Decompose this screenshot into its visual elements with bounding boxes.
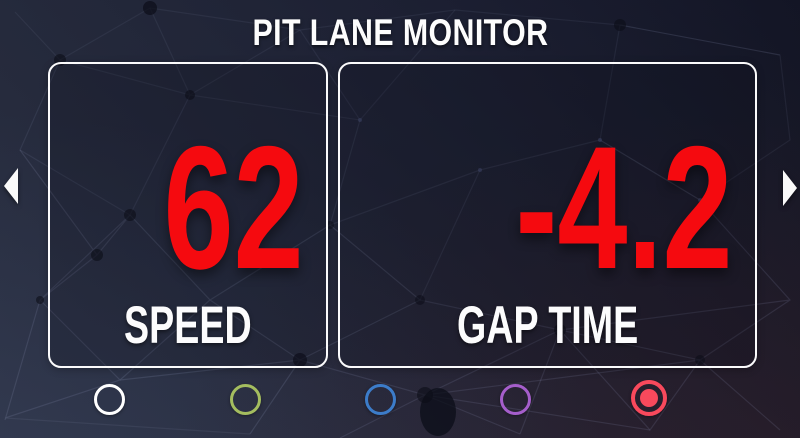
gap-time-label: GAP TIME xyxy=(456,296,639,355)
page-title: PIT LANE MONITOR xyxy=(252,12,548,53)
speed-value: 62 xyxy=(163,111,304,306)
page-dot-1[interactable] xyxy=(91,381,127,417)
page-dot-3-ring-icon xyxy=(364,383,396,415)
page-dot-2[interactable] xyxy=(227,381,263,417)
page-dot-5[interactable] xyxy=(631,380,667,416)
page-dot-4[interactable] xyxy=(497,381,533,417)
chevron-right-icon xyxy=(783,170,797,206)
next-page-button[interactable] xyxy=(783,170,800,210)
prev-page-button[interactable] xyxy=(4,168,24,208)
gap-time-value: -4.2 xyxy=(515,111,733,306)
chevron-left-icon xyxy=(4,168,18,204)
page-dot-2-ring-icon xyxy=(229,383,261,415)
speed-panel: 62 SPEED xyxy=(48,62,328,368)
gap-time-panel: -4.2 GAP TIME xyxy=(338,62,757,368)
page-dot-3[interactable] xyxy=(362,381,398,417)
page-dot-5-ring-icon xyxy=(631,380,667,416)
page-dot-1-ring-icon xyxy=(93,383,125,415)
page-dot-4-ring-icon xyxy=(499,383,531,415)
speed-label: SPEED xyxy=(124,296,252,355)
